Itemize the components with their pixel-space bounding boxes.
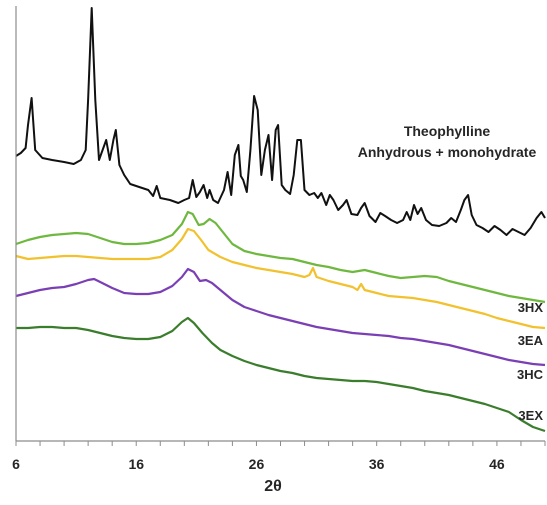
series-label-3ex: 3EX [518, 408, 543, 423]
series-layer [15, 7, 546, 433]
x-tick-label: 16 [128, 456, 144, 472]
x-ticks: 6 16 26 36 46 [12, 441, 546, 472]
series-line-3hc [15, 267, 546, 367]
x-tick-label: 36 [369, 456, 385, 472]
x-axis-title: 2θ [264, 478, 282, 495]
x-tick-label: 6 [12, 456, 20, 472]
x-tick-label: 26 [249, 456, 265, 472]
series-line-3ea [15, 227, 546, 330]
annotation-line-1: Theophylline [404, 123, 491, 139]
series-label-3hx: 3HX [518, 300, 544, 315]
series-line-3hx [15, 210, 546, 304]
series-label-3ea: 3EA [518, 333, 544, 348]
series-line-theophylline [15, 7, 546, 236]
series-line-3ex [16, 316, 546, 433]
x-tick-label: 46 [489, 456, 505, 472]
annotation-line-2: Anhydrous + monohydrate [358, 144, 537, 160]
series-label-3hc: 3HC [517, 367, 544, 382]
